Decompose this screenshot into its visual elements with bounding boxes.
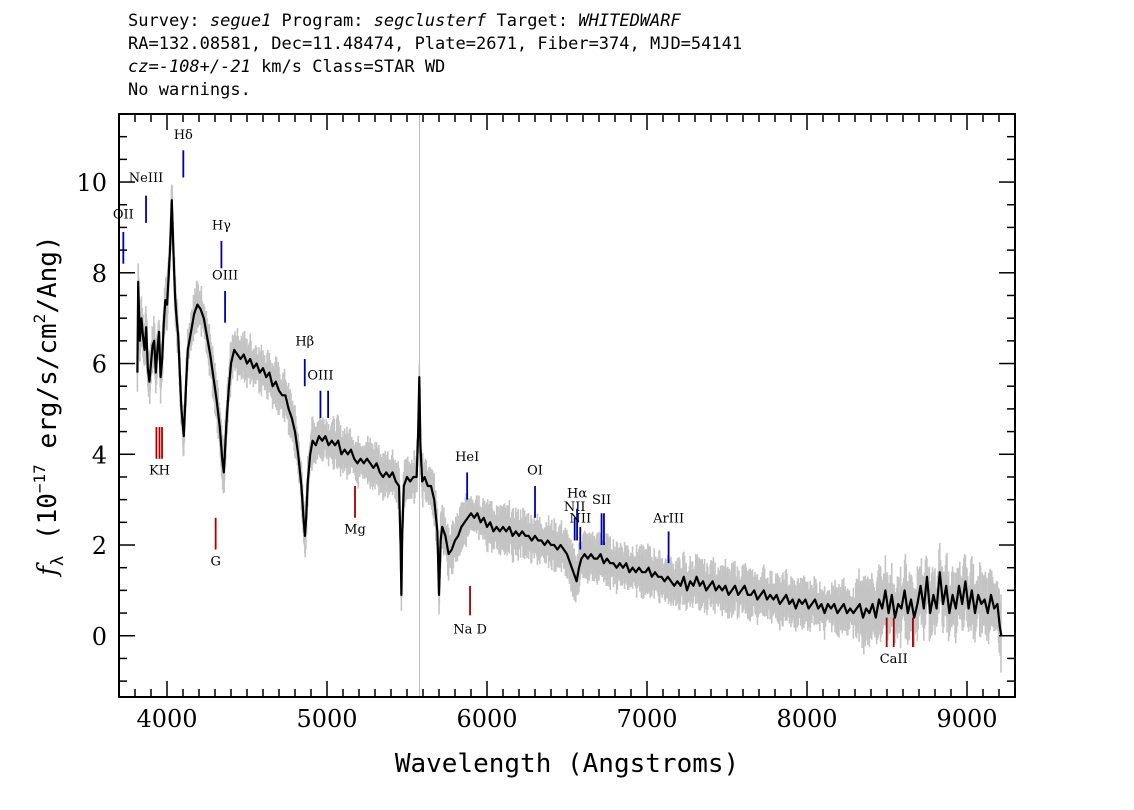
header-text-part: km/s Class=STAR WD [250, 57, 446, 77]
y-axis-title-part: (10 [33, 493, 63, 556]
y-tick-label: 8 [92, 260, 107, 288]
emission-line-label: Hβ [295, 334, 314, 349]
header-text-part: segue1 [209, 11, 272, 31]
spectrum-header: Survey: segue1 Program: segclusterf Targ… [128, 10, 1108, 102]
y-axis-title-part: λ [48, 556, 68, 566]
emission-line-label: OII [113, 207, 134, 222]
y-tick-label: 0 [92, 623, 107, 651]
flux-uncertainty-band [136, 184, 1002, 673]
y-tick-label: 10 [76, 169, 107, 197]
axis-ticks [118, 113, 1016, 697]
y-tick-label: 4 [92, 441, 107, 469]
header-text-part: Survey: [128, 11, 210, 31]
y-axis-title-part: 2 [30, 314, 49, 324]
x-tick-label: 8000 [776, 705, 837, 733]
axis-tick-labels: 4000 5000 6000 7000 8000 9000 0 2 4 6 8 10 [76, 169, 997, 733]
emission-line-label: NII [569, 511, 591, 526]
emission-line-label: SII [592, 493, 611, 508]
y-tick-label: 2 [92, 532, 107, 560]
spectral-line-markers: OIINeIIIHδHγOIIIHβOIIIHeIOINIIHαNIISIIAr… [113, 128, 914, 667]
header-line-warnings: No warnings. [128, 80, 251, 100]
x-tick-label: 7000 [616, 705, 677, 733]
emission-line-label: ArIII [652, 511, 684, 526]
header-text-part: segclusterf [373, 11, 487, 31]
absorption-line-label: KH [149, 464, 170, 479]
emission-line-label: NII [564, 500, 586, 515]
absorption-line-label: Na D [453, 622, 487, 637]
absorption-line-label: Mg [344, 523, 366, 538]
x-tick-label: 4000 [136, 705, 197, 733]
emission-line-label: Hα [567, 486, 587, 501]
header-text-part: Program: [271, 11, 374, 31]
y-axis-title-part: erg/s/cm [33, 323, 63, 464]
header-line-survey: Survey: segue1 Program: segclusterf Targ… [128, 10, 1108, 33]
y-axis-title-part: /Ang) [33, 235, 63, 313]
header-line-coordinates: RA=132.08581, Dec=11.48474, Plate=2671, … [128, 34, 743, 54]
x-axis-title: Wavelength (Angstroms) [395, 749, 739, 779]
x-tick-label: 5000 [296, 705, 357, 733]
emission-line-label: OIII [212, 269, 238, 284]
x-tick-label: 9000 [936, 705, 997, 733]
x-tick-label: 6000 [456, 705, 517, 733]
header-text-part: Target: [486, 11, 579, 31]
emission-line-label: OI [527, 464, 543, 479]
header-text-part: WHITEDWARF [578, 11, 681, 31]
header-text-part: cz=-108+/-21 [128, 57, 251, 77]
y-tick-label: 6 [92, 351, 107, 379]
emission-line-label: HeI [455, 450, 479, 465]
y-axis-title: fλ (10−17 erg/s/cm2/Ang) [30, 235, 68, 577]
y-axis-title-part: −17 [30, 464, 49, 493]
flux-series-line [136, 199, 1003, 636]
absorption-line-label: CaII [880, 652, 908, 667]
absorption-line-label: G [210, 554, 220, 569]
header-line-redshift-class: cz=-108+/-21 km/s Class=STAR WD [128, 56, 1108, 79]
emission-line-label: OIII [307, 368, 333, 383]
emission-line-label: NeIII [129, 171, 163, 186]
emission-line-label: Hδ [174, 128, 193, 143]
emission-line-label: Hγ [212, 219, 231, 234]
